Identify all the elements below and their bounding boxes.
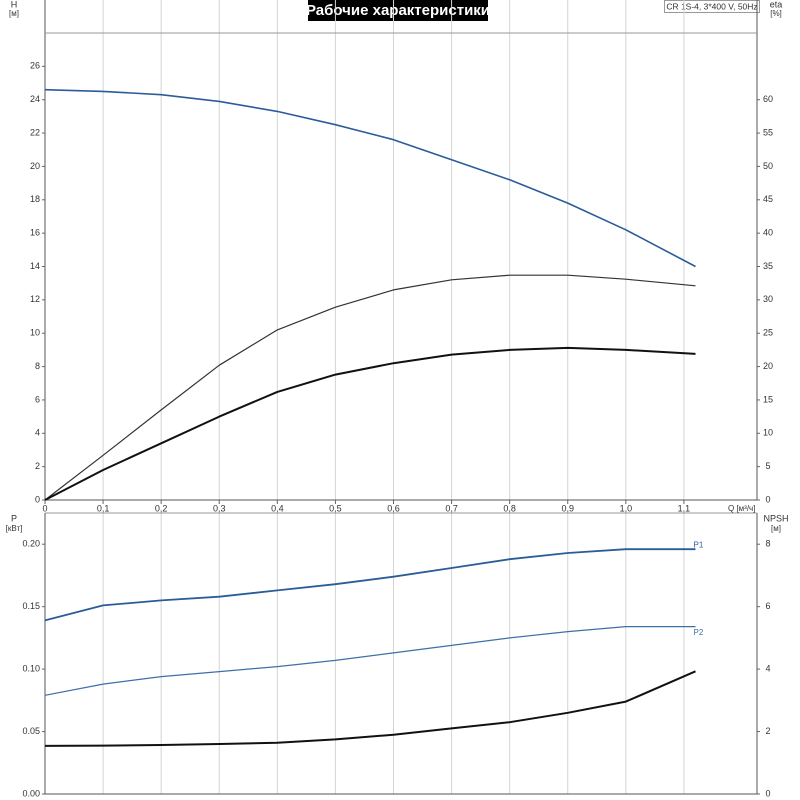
y-tick-label: 20 <box>30 161 40 171</box>
y-tick-label: 10 <box>30 328 40 338</box>
y2-tick-label: 40 <box>763 228 773 238</box>
x-tick-label: 0,2 <box>155 503 168 513</box>
series-line <box>44 626 696 696</box>
y-tick-label: 0.15 <box>22 601 40 611</box>
y-tick-label: 0.20 <box>22 539 40 549</box>
y-tick-label: 26 <box>30 61 40 71</box>
x-tick-label: 0,6 <box>387 503 400 513</box>
y-tick-label: 8 <box>35 361 40 371</box>
y2-tick-label: 0 <box>765 788 770 798</box>
y-tick-label: 4 <box>35 428 40 438</box>
y-axis-unit: [кВт] <box>6 524 23 533</box>
x-tick-label: 0,5 <box>329 503 342 513</box>
y-axis-label: H <box>11 0 18 9</box>
series-label: P2 <box>694 628 704 637</box>
y-tick-label: 0.10 <box>22 663 40 673</box>
y2-tick-label: 2 <box>765 726 770 736</box>
y2-axis-unit: [м] <box>771 524 781 533</box>
x-tick-label: 0,3 <box>213 503 226 513</box>
x-tick-label: 0,8 <box>503 503 516 513</box>
y-tick-label: 12 <box>30 294 40 304</box>
y2-tick-label: 55 <box>763 127 773 137</box>
y2-tick-label: 45 <box>763 194 773 204</box>
x-axis-label: Q [м³/ч] <box>728 504 755 513</box>
y2-tick-label: 5 <box>765 461 770 471</box>
x-tick-label: 0,4 <box>271 503 284 513</box>
series-line <box>44 346 696 501</box>
y2-axis-label: eta <box>770 0 783 9</box>
y2-tick-label: 6 <box>765 601 770 611</box>
y2-tick-label: 20 <box>763 361 773 371</box>
y-tick-label: 18 <box>30 194 40 204</box>
y-tick-label: 14 <box>30 261 40 271</box>
y2-tick-label: 10 <box>763 428 773 438</box>
y-tick-label: 24 <box>30 94 40 104</box>
y-tick-label: 0 <box>35 494 40 504</box>
y-axis-label: P <box>11 513 17 523</box>
y2-tick-label: 25 <box>763 328 773 338</box>
chart-title: Рабочие характеристики <box>306 2 490 19</box>
x-tick-label: 0 <box>42 503 47 513</box>
y-tick-label: 16 <box>30 228 40 238</box>
y2-tick-label: 35 <box>763 261 773 271</box>
model-label: CR 1S-4, 3*400 V, 50Hz <box>666 1 757 11</box>
y-tick-label: 22 <box>30 127 40 137</box>
y2-axis-unit: [%] <box>770 9 782 18</box>
y-tick-label: 0.05 <box>22 726 40 736</box>
title-box <box>308 0 488 21</box>
series-line <box>44 670 696 747</box>
y2-tick-label: 8 <box>765 539 770 549</box>
y-axis-unit: [м] <box>9 9 19 18</box>
x-tick-label: 0,9 <box>561 503 574 513</box>
y-tick-label: 6 <box>35 394 40 404</box>
y2-tick-label: 15 <box>763 394 773 404</box>
y2-tick-label: 30 <box>763 294 773 304</box>
y2-tick-label: 60 <box>763 94 773 104</box>
y-tick-label: 2 <box>35 461 40 471</box>
y2-tick-label: 50 <box>763 161 773 171</box>
x-tick-label: 0,7 <box>445 503 458 513</box>
x-tick-label: 1,0 <box>620 503 633 513</box>
y2-tick-label: 4 <box>765 663 770 673</box>
y2-tick-label: 0 <box>765 494 770 504</box>
y2-axis-label: NPSH <box>763 513 788 523</box>
model-box <box>664 0 760 13</box>
x-tick-label: 0,1 <box>97 503 110 513</box>
series-line <box>44 548 696 622</box>
series-line <box>44 274 696 501</box>
y-tick-label: 0.00 <box>22 788 40 798</box>
series-line <box>44 88 696 268</box>
series-label: P1 <box>694 540 704 549</box>
x-tick-label: 1,1 <box>678 503 691 513</box>
